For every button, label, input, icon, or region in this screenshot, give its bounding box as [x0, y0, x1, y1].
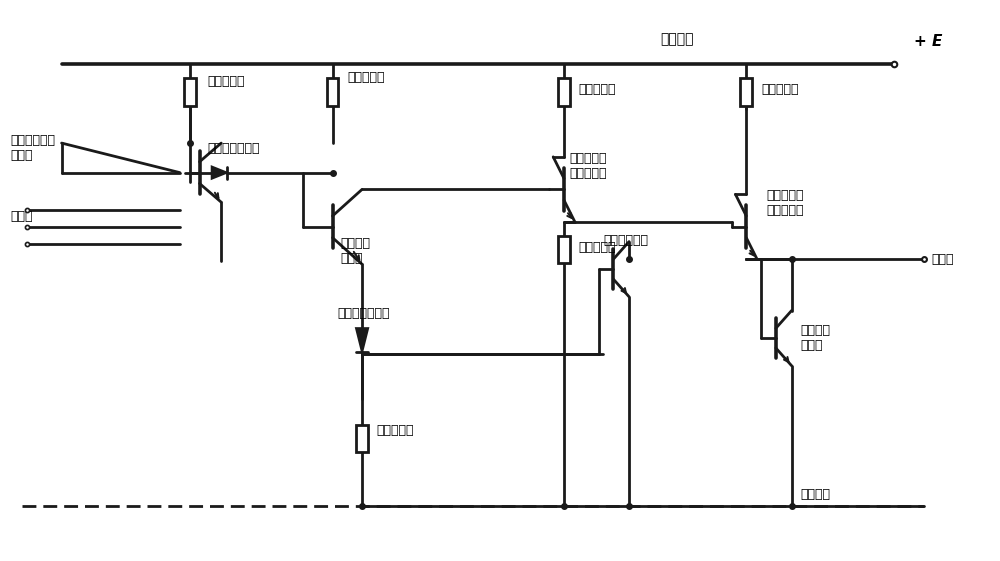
Polygon shape: [356, 328, 368, 352]
Text: 第四电阻器: 第四电阻器: [761, 84, 799, 96]
Text: 输入多发射极
晶体管: 输入多发射极 晶体管: [10, 134, 55, 162]
Text: 输出负载
晶体管: 输出负载 晶体管: [800, 324, 830, 352]
Text: + E: + E: [914, 34, 942, 49]
Polygon shape: [212, 167, 227, 178]
Text: 公共总线: 公共总线: [800, 488, 830, 500]
Bar: [184, 78, 196, 105]
Text: 输入端: 输入端: [10, 210, 33, 223]
Text: 射极跟随器
第二晶体管: 射极跟随器 第二晶体管: [766, 189, 803, 217]
Text: 第六电阻器: 第六电阻器: [377, 424, 414, 437]
Text: 第一附加二极管: 第一附加二极管: [337, 307, 390, 320]
Bar: [327, 78, 338, 105]
Text: 电源总线: 电源总线: [661, 33, 694, 47]
Bar: [558, 236, 570, 263]
Bar: [740, 78, 752, 105]
Bar: [558, 78, 570, 105]
Text: 第一电阻器: 第一电阻器: [207, 76, 245, 89]
Text: 第五电阻器: 第五电阻器: [579, 241, 616, 254]
Text: 输出端: 输出端: [931, 253, 954, 266]
Text: 第二附加二极管: 第二附加二极管: [207, 142, 260, 155]
Text: 射极跟随器
第一晶体管: 射极跟随器 第一晶体管: [569, 151, 606, 180]
Text: 第二电阻器: 第二电阻器: [347, 71, 385, 84]
Text: 可吸收晶体管: 可吸收晶体管: [603, 234, 648, 247]
Text: 相位分离
晶体管: 相位分离 晶体管: [340, 237, 370, 265]
Text: 第三电阻器: 第三电阻器: [579, 84, 616, 96]
Bar: [356, 425, 368, 452]
